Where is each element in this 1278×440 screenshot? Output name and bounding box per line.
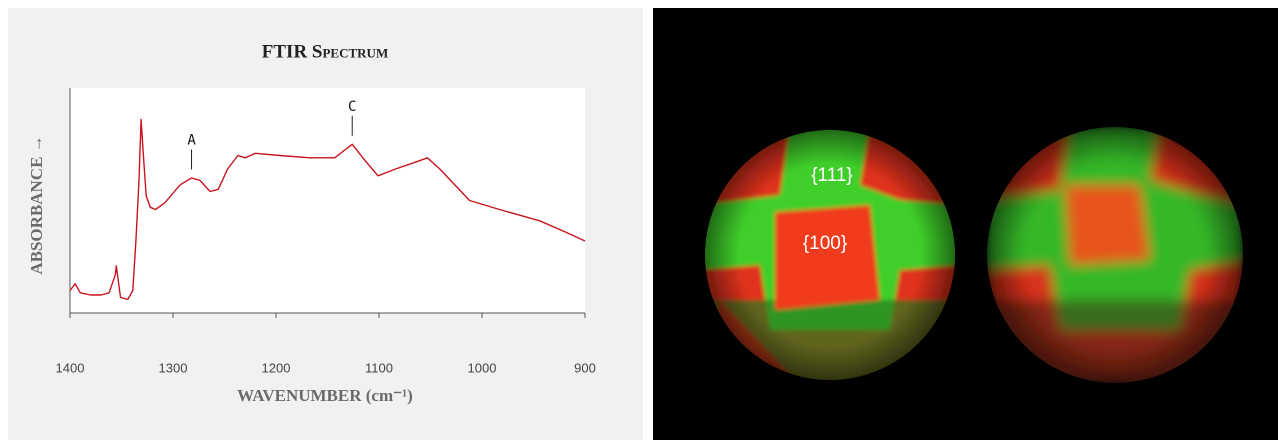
x-axis-label: WAVENUMBER (cm⁻¹) [237,386,413,405]
face-label: {111} [811,165,853,186]
x-tick-label: 1200 [262,360,291,375]
face-label: {100} [803,233,847,254]
x-tick-label: 1100 [365,360,393,375]
annotation-label: A [187,133,196,149]
x-tick-label: 1400 [56,360,85,375]
plot-area [70,88,585,313]
y-axis-label: ABSORBANCE → [27,135,46,274]
x-tick-label: 1000 [468,360,497,375]
diamond-right [987,127,1243,383]
chart-title: FTIR Spectrum [262,41,388,62]
x-tick-label: 900 [574,360,596,375]
photo: {111} {100} [653,8,1278,440]
annotation-label: C [348,99,356,115]
spectrum-line [69,118,586,301]
x-tick-label: 1300 [159,360,188,375]
